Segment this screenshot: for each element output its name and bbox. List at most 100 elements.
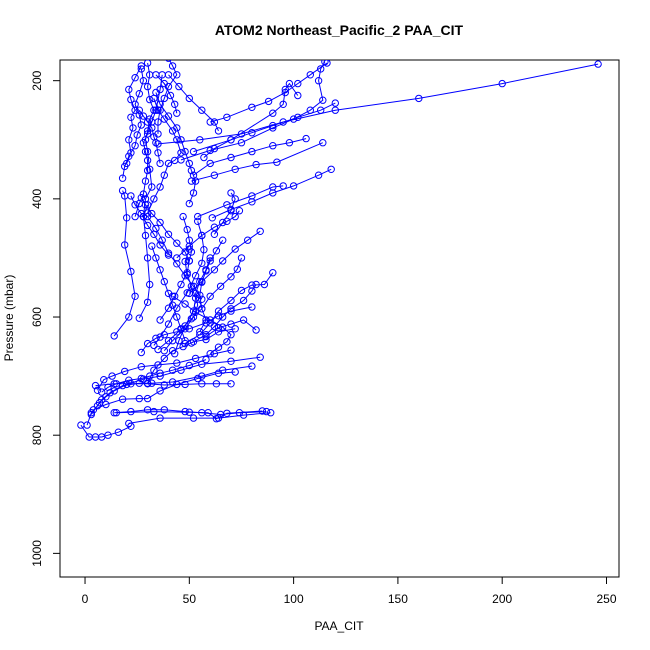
data-point	[219, 218, 227, 227]
data-point	[164, 82, 173, 91]
data-point	[152, 106, 160, 114]
data-point	[104, 383, 112, 391]
data-point	[143, 166, 152, 175]
data-point	[223, 113, 231, 122]
data-point	[127, 407, 135, 416]
data-point	[233, 265, 242, 273]
series-line	[134, 74, 163, 217]
data-point	[231, 368, 239, 376]
data-point	[231, 165, 239, 174]
data-point	[150, 230, 158, 239]
data-point	[91, 381, 100, 390]
series-line	[155, 92, 197, 204]
x-axis-label: PAA_CIT	[314, 619, 364, 633]
data-point	[202, 355, 210, 364]
data-point	[206, 159, 214, 168]
x-tick-label: 100	[284, 592, 304, 606]
data-point	[210, 118, 219, 126]
data-point	[183, 225, 191, 234]
data-point	[165, 60, 172, 62]
y-tick-label: 200	[30, 70, 44, 90]
data-point	[148, 183, 156, 191]
data-point	[139, 139, 148, 147]
series-line	[113, 190, 136, 337]
series-line	[140, 197, 190, 262]
data-point	[214, 312, 223, 320]
data-point	[148, 209, 156, 218]
data-point	[152, 334, 160, 342]
data-point	[262, 407, 271, 416]
series-profile	[127, 192, 173, 259]
x-tick-label: 250	[596, 592, 616, 606]
data-point	[141, 231, 150, 240]
data-point	[269, 269, 277, 277]
x-axis: 0 50 100 150 200 250	[82, 576, 617, 606]
data-point	[237, 254, 246, 262]
data-point	[131, 201, 139, 209]
series-profile	[189, 134, 310, 179]
series-line	[157, 63, 599, 145]
data-point	[121, 367, 129, 376]
data-point	[237, 286, 246, 295]
data-point	[206, 350, 214, 358]
data-point	[146, 95, 154, 104]
data-point	[152, 88, 160, 97]
y-axis-label: Pressure (mbar)	[2, 275, 16, 362]
data-point	[125, 85, 133, 94]
data-point	[181, 147, 189, 156]
data-point	[156, 387, 164, 395]
data-point	[206, 146, 214, 155]
data-point	[198, 295, 206, 303]
data-point	[143, 147, 152, 156]
data-point	[260, 280, 269, 289]
data-point	[200, 153, 208, 162]
data-point	[227, 207, 235, 215]
series-profile	[110, 186, 139, 340]
series-profile	[152, 88, 200, 208]
series-line	[172, 295, 232, 355]
data-point	[189, 414, 198, 422]
data-point	[154, 361, 162, 369]
data-point	[331, 106, 339, 114]
data-point	[135, 314, 144, 322]
data-point	[185, 289, 194, 298]
data-point	[294, 113, 302, 122]
series-profile	[112, 407, 266, 423]
data-point	[123, 214, 131, 222]
data-point	[177, 156, 185, 164]
data-point	[152, 71, 160, 79]
series-profile	[210, 189, 239, 239]
data-point	[181, 337, 189, 345]
y-axis: 200 400 600 800 1000	[30, 70, 61, 567]
x-tick-label: 200	[492, 592, 512, 606]
data-point	[143, 130, 152, 138]
data-point	[185, 199, 194, 208]
chart-title: ATOM2 Northeast_Pacific_2 PAA_CIT	[215, 22, 464, 38]
data-point	[177, 325, 185, 333]
data-point	[206, 257, 214, 265]
series-line	[122, 68, 144, 179]
data-point	[227, 153, 235, 162]
data-point	[181, 380, 189, 389]
data-point	[135, 90, 144, 98]
y-tick-label: 800	[30, 425, 44, 445]
data-point	[181, 257, 189, 266]
data-point	[214, 127, 223, 135]
data-point	[294, 91, 302, 100]
data-point	[306, 71, 314, 79]
series-line	[168, 74, 219, 132]
data-point	[127, 192, 135, 200]
data-point	[168, 347, 177, 355]
series-profile	[154, 60, 181, 138]
data-point	[269, 109, 277, 117]
data-point	[302, 134, 310, 143]
data-point	[166, 91, 175, 100]
data-point	[314, 171, 323, 179]
data-point	[148, 242, 156, 250]
data-point	[164, 289, 173, 298]
series-line	[157, 257, 242, 350]
data-point	[131, 100, 139, 109]
series-profile	[185, 227, 264, 298]
data-point	[189, 307, 198, 315]
data-point	[173, 239, 181, 247]
